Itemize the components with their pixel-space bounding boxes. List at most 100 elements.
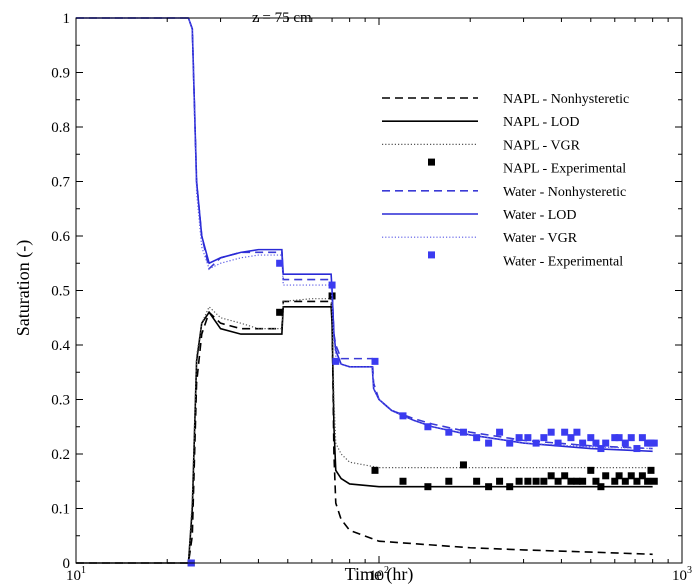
data-point-napl-experimental (611, 477, 619, 485)
data-point-napl-experimental (592, 477, 600, 485)
data-point-water-experimental (473, 434, 481, 442)
legend-label-water-experimental: Water - Experimental (503, 254, 623, 269)
series-line-napl-nonhysteretic (76, 300, 653, 564)
data-point-napl-experimental (633, 477, 641, 485)
data-point-napl-experimental (515, 477, 523, 485)
y-tick-label: 0.4 (51, 338, 70, 354)
y-axis-title: Saturation (-) (13, 240, 34, 336)
data-point-water-experimental (597, 445, 605, 453)
series-line-water-vgr (76, 17, 653, 450)
legend-swatch-napl-experimental (428, 158, 435, 166)
legend-swatch-water-experimental (428, 251, 435, 259)
data-point-water-experimental (615, 434, 623, 442)
data-point-water-experimental (638, 434, 646, 442)
legend-label-napl-lod: NAPL - LOD (503, 115, 579, 130)
data-point-napl-experimental (615, 472, 623, 480)
data-point-water-experimental (540, 434, 548, 442)
data-point-water-experimental (276, 259, 284, 267)
axes: 0 0.1 0.2 0.3 0.4 0.5 0.6 0.7 0.8 0.9 1 101 102 103 (51, 11, 692, 584)
plot-area (76, 17, 658, 567)
legend-label-water-lod: Water - LOD (503, 208, 577, 223)
y-tick-label: 0.3 (51, 393, 70, 409)
y-tick-label: 0.7 (51, 175, 70, 191)
data-point-water-experimental (459, 428, 467, 436)
data-point-napl-experimental (638, 472, 646, 480)
data-point-napl-experimental (547, 472, 555, 480)
data-point-napl-experimental (506, 483, 514, 491)
y-tick-label: 1 (63, 11, 71, 27)
data-point-napl-experimental (567, 477, 575, 485)
data-point-napl-experimental (650, 477, 658, 485)
data-point-water-experimental (579, 439, 587, 447)
data-point-water-experimental (547, 428, 555, 436)
y-tick-label: 0.5 (51, 284, 70, 300)
data-point-napl-experimental (587, 466, 595, 474)
legend-label-water-nonhysteretic: Water - Nonhysteretic (503, 185, 626, 200)
x-axis-title: Time (hr) (345, 564, 414, 585)
data-point-water-experimental (587, 434, 595, 442)
data-point-water-experimental (424, 423, 432, 431)
data-point-water-experimental (633, 445, 641, 453)
x-tick-label: 103 (672, 565, 692, 584)
data-point-napl-experimental (459, 461, 467, 469)
data-point-napl-experimental (524, 477, 532, 485)
data-point-napl-experimental (485, 483, 493, 491)
data-point-water-experimental (328, 281, 336, 289)
data-point-napl-experimental (597, 483, 605, 491)
data-point-water-experimental (611, 434, 619, 442)
data-point-water-experimental (650, 439, 658, 447)
data-point-napl-experimental (554, 477, 562, 485)
data-point-napl-experimental (276, 308, 284, 316)
legend-label-napl-vgr: NAPL - VGR (503, 138, 581, 153)
data-point-napl-experimental (561, 472, 569, 480)
data-point-water-experimental (573, 428, 581, 436)
legend-label-water-vgr: Water - VGR (503, 231, 578, 246)
data-point-water-experimental (627, 434, 635, 442)
data-point-napl-experimental (621, 477, 629, 485)
data-point-water-experimental (532, 439, 540, 447)
y-tick-label: 0 (63, 556, 71, 572)
data-point-water-experimental (561, 428, 569, 436)
data-point-napl-experimental (496, 477, 504, 485)
data-point-water-experimental (485, 439, 493, 447)
data-point-water-experimental (592, 439, 600, 447)
series-line-water-nonhysteretic (76, 17, 653, 450)
data-point-napl-experimental (540, 477, 548, 485)
y-tick-label: 0.6 (51, 229, 70, 245)
y-tick-label: 0.1 (51, 502, 70, 518)
data-point-napl-experimental (579, 477, 587, 485)
data-point-napl-experimental (371, 466, 379, 474)
data-point-water-experimental (567, 434, 575, 442)
y-tick-label: 0.8 (51, 120, 70, 136)
annotation-label: z = 75 cm (252, 10, 312, 26)
legend-label-napl-nonhysteretic: NAPL - Nonhysteretic (503, 92, 629, 107)
data-point-napl-experimental (445, 477, 453, 485)
data-point-napl-experimental (399, 477, 407, 485)
data-point-water-experimental (399, 412, 407, 420)
data-point-napl-experimental (602, 472, 610, 480)
y-tick-label: 0.9 (51, 66, 70, 82)
data-point-napl-experimental (424, 483, 432, 491)
data-point-water-experimental (524, 434, 532, 442)
data-point-napl-experimental (647, 466, 655, 474)
data-point-water-experimental (554, 439, 562, 447)
data-point-napl-experimental (644, 477, 652, 485)
legend: NAPL - Nonhysteretic NAPL - LOD NAPL - VGR… (382, 92, 629, 269)
data-point-napl-experimental (532, 477, 540, 485)
data-point-water-experimental (496, 428, 504, 436)
data-point-water-experimental (602, 439, 610, 447)
x-tick-label: 102 (369, 565, 389, 584)
data-point-water-experimental (332, 357, 340, 365)
data-point-water-experimental (621, 439, 629, 447)
x-tick-label: 101 (66, 565, 86, 584)
legend-label-napl-experimental: NAPL - Experimental (503, 162, 626, 177)
data-point-water-experimental (506, 439, 514, 447)
data-point-water-experimental (445, 428, 453, 436)
data-point-napl-experimental (627, 472, 635, 480)
data-point-water-experimental (515, 434, 523, 442)
data-point-napl-experimental (473, 477, 481, 485)
data-point-water-experimental (371, 357, 379, 365)
y-tick-label: 0.2 (51, 447, 70, 463)
